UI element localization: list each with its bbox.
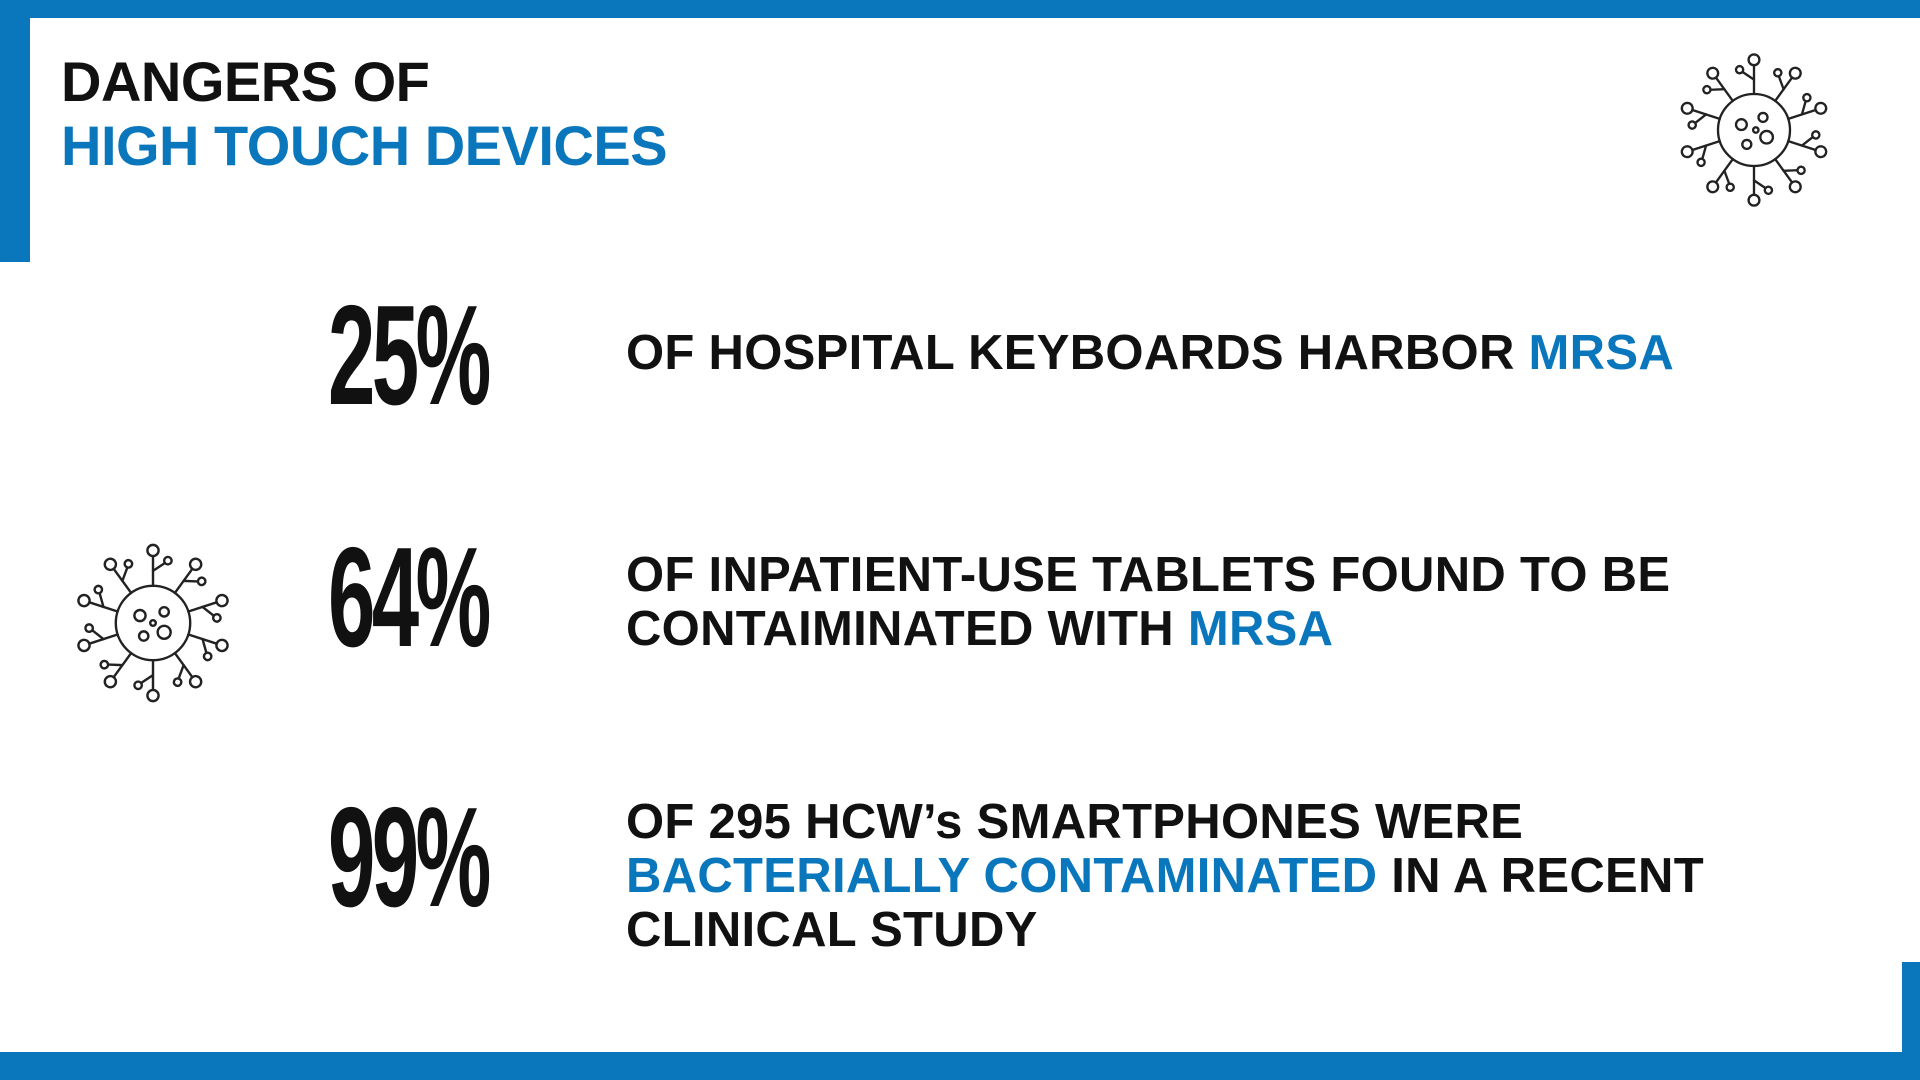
stat-description: OF INPATIENT-USE TABLETS FOUND TO BE CON… <box>626 548 1670 656</box>
stat-highlight: MRSA <box>1187 602 1334 656</box>
stat-description: OF 295 HCW’s SMARTPHONES WERE BACTERIALL… <box>626 795 1704 957</box>
virus-icon <box>71 543 235 703</box>
stat-text: OF HOSPITAL KEYBOARDS HARBOR <box>626 326 1529 380</box>
virus-icon <box>1675 53 1833 207</box>
stat-text-line-2: CONTAIMINATED WITH MRSA <box>626 602 1670 656</box>
stat-text-line-1: OF 295 HCW’s SMARTPHONES WERE <box>626 795 1524 849</box>
stat-percentage: 25% <box>328 276 491 435</box>
bottom-accent-bar <box>0 1052 1920 1080</box>
right-accent-bar <box>1902 962 1920 1080</box>
stat-text: CONTAIMINATED WITH <box>626 602 1188 656</box>
top-accent-bar <box>0 0 1920 18</box>
stat-text-line-3: CLINICAL STUDY <box>626 903 1038 957</box>
title-line-1: DANGERS OF <box>61 50 430 113</box>
stat-percentage: 64% <box>328 518 491 677</box>
stat-percentage: 99% <box>328 778 491 937</box>
stat-description: OF HOSPITAL KEYBOARDS HARBOR MRSA <box>626 326 1674 380</box>
stat-text: IN A RECENT <box>1377 849 1704 903</box>
stat-highlight: MRSA <box>1528 326 1675 380</box>
stat-text-line-1: OF INPATIENT-USE TABLETS FOUND TO BE <box>626 548 1671 602</box>
page-title: DANGERS OF HIGH TOUCH DEVICES <box>61 50 668 178</box>
title-line-2: HIGH TOUCH DEVICES <box>61 114 668 177</box>
left-accent-bar <box>0 0 30 262</box>
stat-text-line-2: BACTERIALLY CONTAMINATED IN A RECENT <box>626 849 1704 903</box>
stat-highlight: BACTERIALLY CONTAMINATED <box>626 849 1378 903</box>
